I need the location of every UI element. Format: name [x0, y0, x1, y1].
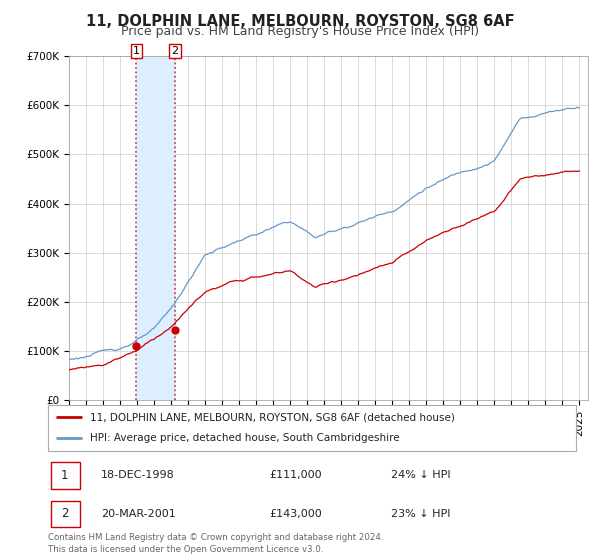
FancyBboxPatch shape: [50, 501, 80, 527]
Text: £143,000: £143,000: [270, 508, 323, 519]
FancyBboxPatch shape: [48, 405, 576, 451]
Text: 24% ↓ HPI: 24% ↓ HPI: [391, 470, 451, 480]
Text: 1: 1: [133, 46, 140, 56]
Text: Price paid vs. HM Land Registry's House Price Index (HPI): Price paid vs. HM Land Registry's House …: [121, 25, 479, 38]
Text: HPI: Average price, detached house, South Cambridgeshire: HPI: Average price, detached house, Sout…: [90, 433, 400, 444]
Text: 2: 2: [171, 46, 178, 56]
Text: 2: 2: [61, 507, 68, 520]
Text: 23% ↓ HPI: 23% ↓ HPI: [391, 508, 451, 519]
Text: 20-MAR-2001: 20-MAR-2001: [101, 508, 176, 519]
Text: 11, DOLPHIN LANE, MELBOURN, ROYSTON, SG8 6AF: 11, DOLPHIN LANE, MELBOURN, ROYSTON, SG8…: [86, 14, 514, 29]
Text: This data is licensed under the Open Government Licence v3.0.: This data is licensed under the Open Gov…: [48, 545, 323, 554]
Text: 1: 1: [61, 469, 68, 482]
Text: £111,000: £111,000: [270, 470, 322, 480]
Text: 11, DOLPHIN LANE, MELBOURN, ROYSTON, SG8 6AF (detached house): 11, DOLPHIN LANE, MELBOURN, ROYSTON, SG8…: [90, 412, 455, 422]
FancyBboxPatch shape: [50, 463, 80, 489]
Text: Contains HM Land Registry data © Crown copyright and database right 2024.: Contains HM Land Registry data © Crown c…: [48, 533, 383, 542]
Text: 18-DEC-1998: 18-DEC-1998: [101, 470, 175, 480]
Bar: [136, 56, 175, 400]
